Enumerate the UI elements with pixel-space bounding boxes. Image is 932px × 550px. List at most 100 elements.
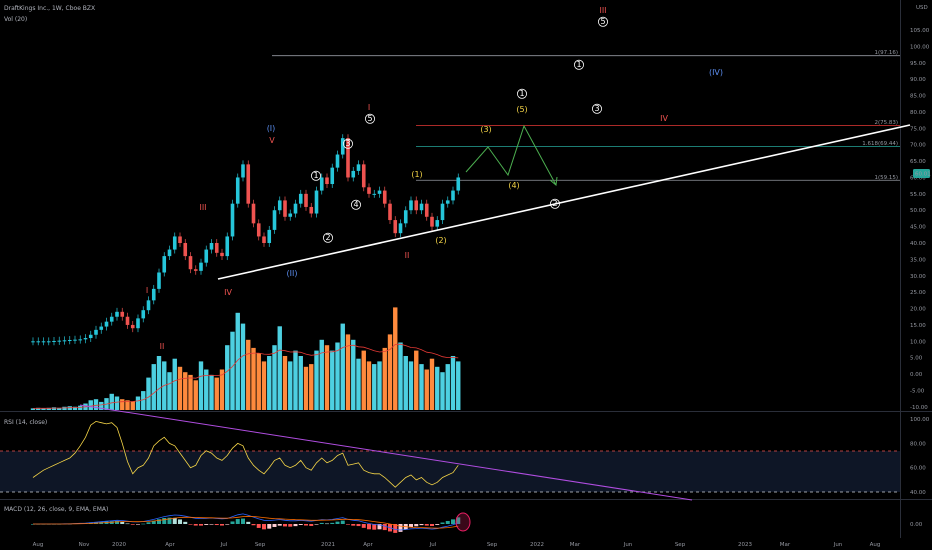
candle-body	[193, 269, 198, 271]
volume-bar	[319, 339, 324, 410]
candle-body	[230, 203, 235, 237]
macd-histogram-bar	[125, 523, 130, 525]
volume-bar	[235, 312, 240, 410]
macd-histogram-bar	[272, 524, 277, 527]
price-tick: 90.00	[910, 77, 926, 83]
price-axis[interactable]: 105.00 100.00 95.00 90.00 85.00 80.00 75.00 70.…	[910, 28, 930, 411]
volume-bar	[267, 356, 272, 410]
macd-histogram-bar	[293, 524, 298, 527]
volume-label[interactable]: Vol (20)	[4, 16, 27, 23]
fib-level-label: 1(97.16)	[874, 50, 898, 56]
candle-body	[367, 187, 371, 194]
macd-histogram-bar	[346, 524, 350, 525]
candle-body	[241, 164, 245, 178]
symbol-title[interactable]: DraftKings Inc., 1W, Cboe BZX	[4, 5, 95, 12]
time-tick: Sep	[255, 542, 266, 548]
macd-histogram-bar	[130, 524, 135, 525]
wave-label: 5	[367, 114, 372, 123]
candle-body	[346, 138, 350, 178]
candle-body	[251, 203, 256, 224]
candle-body	[361, 164, 366, 188]
volume-bar	[246, 339, 251, 410]
wave-label: (II)	[287, 269, 298, 278]
rsi-axis[interactable]: 100.00 80.00 60.00 40.00	[910, 417, 930, 496]
candle-body	[78, 339, 83, 341]
rsi-tick: 40.00	[910, 490, 926, 496]
volume-bar	[256, 353, 261, 410]
volume-bar	[172, 358, 177, 410]
candle-body	[246, 164, 251, 204]
trendline[interactable]	[217, 124, 911, 280]
macd-histogram-bar	[199, 524, 203, 526]
candle-body	[125, 316, 130, 325]
volume-bar	[198, 361, 204, 410]
macd-label[interactable]: MACD (12, 26, close, 9, EMA, EMA)	[4, 506, 108, 513]
candle-body	[272, 210, 277, 230]
volume-ma-line	[32, 343, 459, 409]
volume-bar	[209, 374, 214, 410]
candle-body	[178, 236, 182, 244]
wave-label: 1	[576, 60, 581, 69]
candle-body	[388, 203, 392, 221]
time-axis[interactable]: Aug Nov 2020 Apr Jul Sep 2021 Apr Jul Sep 2022 Mar J…	[33, 542, 881, 548]
wave-label: (I)	[267, 124, 276, 133]
candle-body	[256, 223, 261, 237]
volume-bars	[30, 307, 461, 410]
candle-body	[267, 229, 272, 244]
volume-bar	[324, 345, 330, 410]
macd-histogram-bar	[304, 524, 308, 526]
macd-axis[interactable]: 0.00	[910, 522, 923, 528]
volume-bar	[435, 366, 440, 410]
macd-histogram-bar	[361, 524, 366, 528]
wave-label: 1	[313, 171, 318, 180]
price-tick: 50.00	[910, 208, 926, 214]
candles	[31, 134, 461, 346]
wave-labels[interactable]: IIIIIIIVV(I)(II)12345III(1)(2)(3)(4)(5)1…	[146, 6, 723, 351]
fib-levels[interactable]: 1(97.16) 2(75.83) 1.618(69.44) 1(59.15)	[272, 50, 900, 181]
volume-bar	[46, 407, 51, 410]
wave-label: 3	[345, 139, 350, 148]
volume-bar	[387, 334, 393, 410]
wave-label: (5)	[516, 105, 527, 114]
time-tick: Nov	[79, 542, 90, 548]
macd-histogram-bar	[120, 521, 125, 524]
candle-body	[67, 340, 72, 342]
candle-body	[351, 170, 356, 178]
macd-plot	[31, 513, 461, 533]
macd-histogram-bar	[115, 521, 119, 524]
rsi-tick: 100.00	[910, 417, 930, 423]
volume-bar	[403, 356, 408, 410]
macd-histogram-bar	[251, 524, 256, 526]
candle-body	[309, 206, 314, 214]
candle-body	[141, 310, 146, 319]
projection-path[interactable]	[465, 124, 557, 186]
candle-body	[120, 311, 125, 317]
rsi-tick: 80.00	[910, 441, 926, 447]
volume-bar	[293, 350, 298, 410]
volume-bar	[340, 323, 345, 410]
macd-histogram-bar	[288, 524, 293, 527]
price-tick: 65.00	[910, 159, 926, 165]
macd-histogram-bar	[351, 524, 356, 526]
candle-body	[31, 341, 35, 343]
candle-body	[130, 324, 135, 329]
macd-histogram-bar	[456, 517, 461, 524]
volume-bar	[193, 380, 198, 410]
rsi-line-path	[32, 420, 459, 488]
volume-bar	[251, 347, 256, 410]
price-tick: 25.00	[910, 290, 926, 296]
volume-bar	[356, 358, 361, 410]
rsi-trendline[interactable]	[79, 404, 693, 501]
currency-label: USD	[916, 5, 928, 11]
volume-bar	[135, 396, 141, 410]
volume-bar	[377, 361, 382, 410]
macd-highlight-circle[interactable]	[455, 512, 471, 532]
rsi-line	[32, 420, 459, 488]
volume-bar	[398, 342, 403, 410]
volume-bar	[125, 400, 130, 410]
rsi-label[interactable]: RSI (14, close)	[4, 419, 47, 426]
price-tick: -5.00	[910, 388, 925, 394]
candle-body	[288, 213, 293, 217]
candle-body	[330, 167, 335, 185]
